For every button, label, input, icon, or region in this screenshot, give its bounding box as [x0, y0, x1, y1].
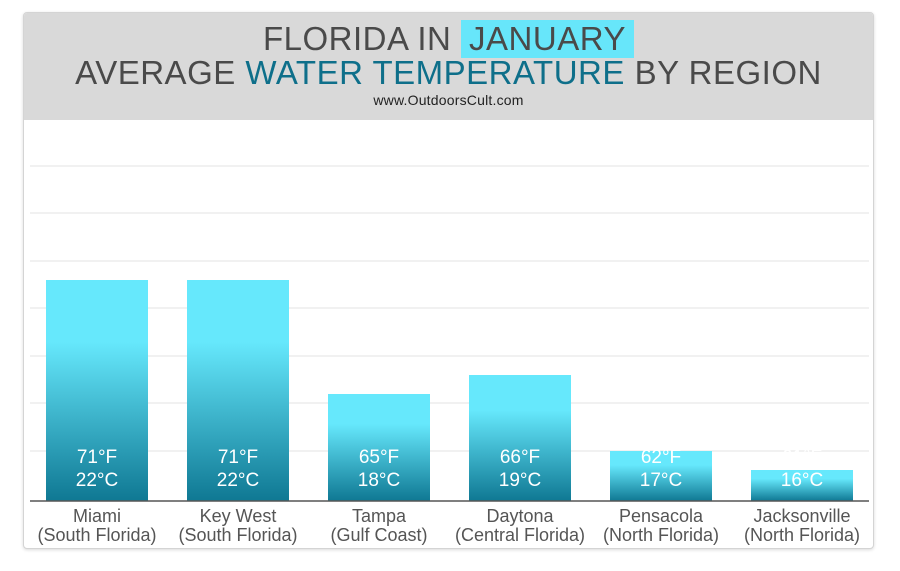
category-region-label: (North Florida) — [603, 525, 719, 545]
chart-header: FLORIDA IN JANUARY AVERAGE WATER TEMPERA… — [24, 13, 873, 120]
category-region-label: (South Florida) — [178, 525, 297, 545]
category-name-label: Miami — [73, 506, 121, 526]
bar-label-fahrenheit: 66°F — [500, 447, 540, 468]
title-prefix: FLORIDA IN — [263, 20, 452, 57]
category-region-label: (Gulf Coast) — [330, 525, 427, 545]
bar-chart: 71°F22°C71°F22°C65°F18°C66°F19°C62°F17°C… — [30, 165, 869, 545]
bar-label-fahrenheit: 62°F — [641, 447, 681, 468]
bar — [46, 280, 148, 501]
category-labels: Miami(South Florida)Key West(South Flori… — [37, 506, 860, 545]
bar-label-celsius: 22°C — [217, 470, 259, 491]
subtitle-prefix: AVERAGE — [75, 54, 236, 91]
bar-label-celsius: 18°C — [358, 470, 400, 491]
subtitle-highlight: WATER TEMPERATURE — [245, 54, 625, 91]
category-region-label: (South Florida) — [37, 525, 156, 545]
gridlines — [30, 165, 869, 452]
category-name-label: Tampa — [352, 506, 407, 526]
infographic-card: FLORIDA IN JANUARY AVERAGE WATER TEMPERA… — [23, 12, 874, 549]
category-region-label: (North Florida) — [744, 525, 860, 545]
bar — [751, 470, 853, 501]
bar-label-fahrenheit: 71°F — [218, 447, 258, 468]
category-name-label: Pensacola — [619, 506, 704, 526]
title-line-2: AVERAGE WATER TEMPERATURE BY REGION — [24, 54, 873, 92]
category-name-label: Key West — [200, 506, 277, 526]
bar-label-celsius: 16°C — [781, 470, 823, 491]
bars: 71°F22°C71°F22°C65°F18°C66°F19°C62°F17°C… — [46, 280, 853, 501]
bar — [469, 375, 571, 501]
bar-label-fahrenheit: 61°F — [782, 447, 822, 468]
bar — [187, 280, 289, 501]
bar — [610, 451, 712, 501]
category-name-label: Jacksonville — [753, 506, 850, 526]
bar — [328, 394, 430, 501]
category-region-label: (Central Florida) — [455, 525, 585, 545]
subtitle-suffix: BY REGION — [634, 54, 822, 91]
bar-label-celsius: 19°C — [499, 470, 541, 491]
bar-label-fahrenheit: 71°F — [77, 447, 117, 468]
bar-label-celsius: 17°C — [640, 470, 682, 491]
bar-label-fahrenheit: 65°F — [359, 447, 399, 468]
title-line-1: FLORIDA IN JANUARY — [24, 20, 873, 58]
category-name-label: Daytona — [486, 506, 554, 526]
title-month-highlight: JANUARY — [461, 20, 634, 58]
bar-label-celsius: 22°C — [76, 470, 118, 491]
source-url: www.OutdoorsCult.com — [373, 92, 524, 108]
